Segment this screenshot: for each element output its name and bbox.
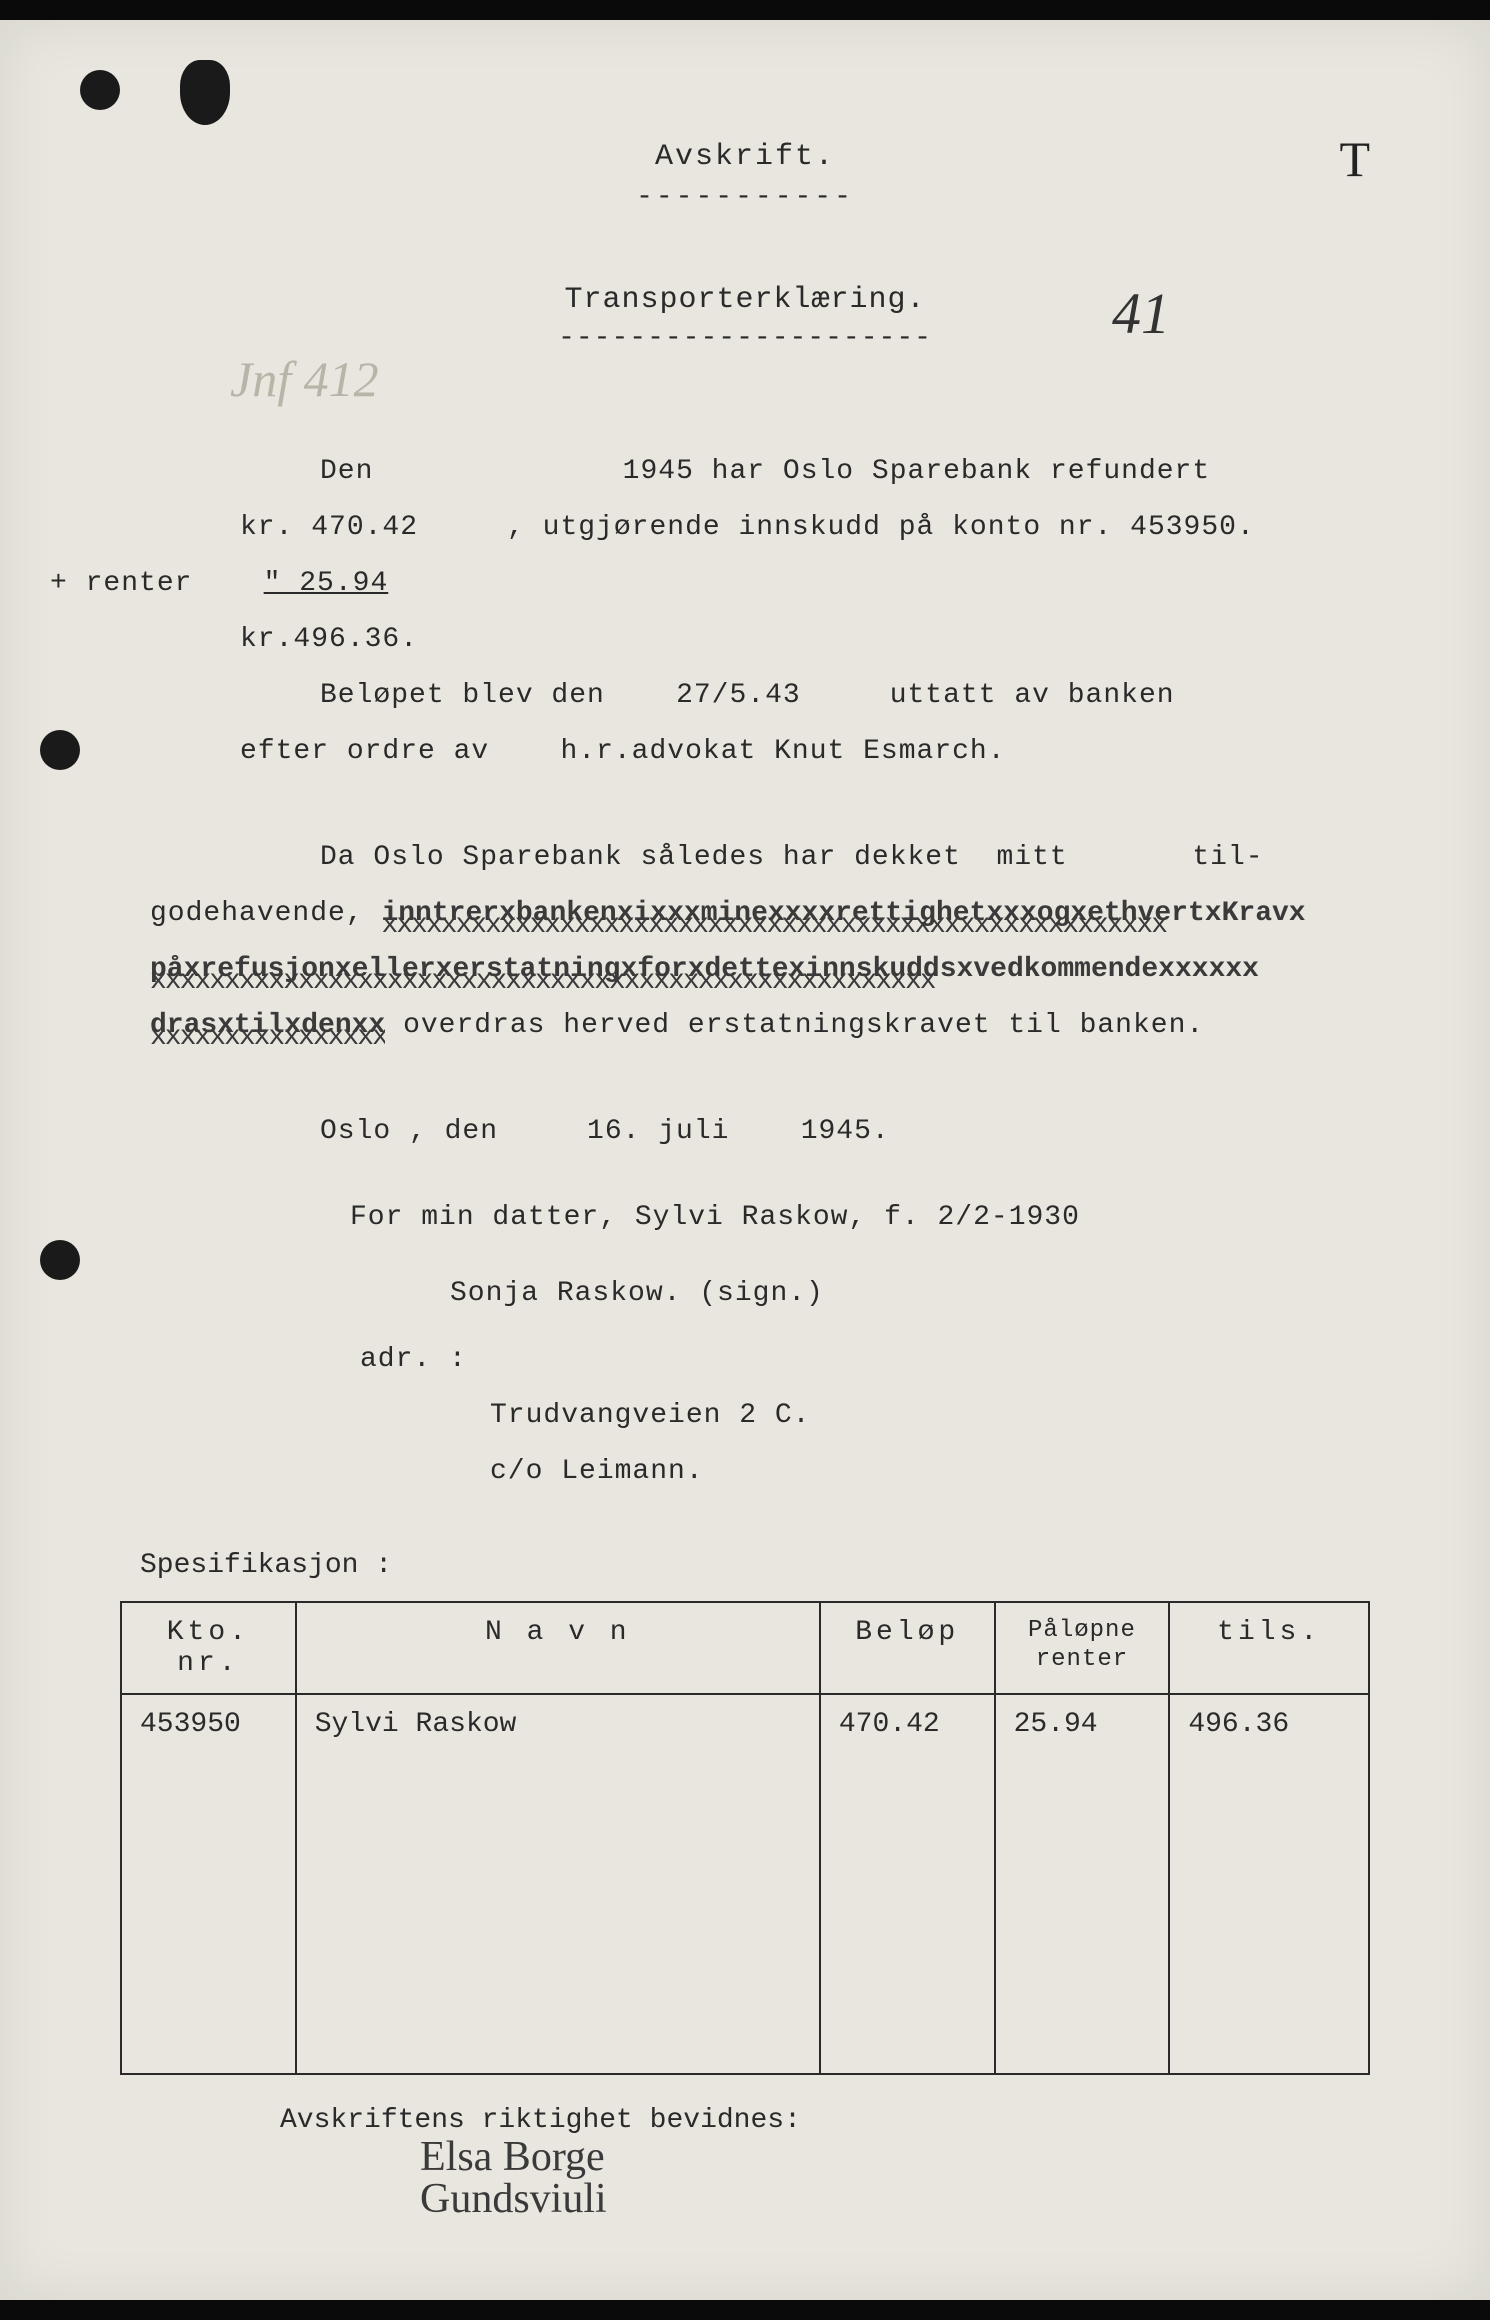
- handwritten-page-number: 41: [1112, 280, 1170, 347]
- col-belop: Beløp: [820, 1602, 995, 1694]
- text-line2b: , utgjørende innskudd på konto nr. 45395…: [507, 512, 1255, 543]
- renter-amount: " 25.94: [264, 568, 389, 599]
- cell-kto: 453950: [121, 1694, 296, 2074]
- para2-line2a: godehavende,: [150, 898, 364, 929]
- attestation-text: Avskriftens riktighet bevidnes:: [280, 2105, 1370, 2136]
- strikeout-2: påxrefusjonxellerxerstatningxforxdettexi…: [150, 954, 1259, 985]
- place-date-c: 1945.: [801, 1116, 890, 1147]
- attestation-signature-2: Gundsviuli: [420, 2178, 1370, 2220]
- document-page: T Avskrift. ----------- Transporterklæri…: [0, 20, 1490, 2300]
- text-line5b: h.r.advokat Knut Esmarch.: [560, 736, 1005, 767]
- cell-renter: 25.94: [995, 1694, 1170, 2074]
- body-content: Den 1945 har Oslo Sparebank refundert kr…: [120, 444, 1370, 1500]
- text-line2a: kr. 470.42: [240, 512, 418, 543]
- addr-line2: c/o Leimann.: [490, 1456, 704, 1487]
- text-line5a: efter ordre av: [240, 736, 489, 767]
- addr-line1: Trudvangveien 2 C.: [490, 1400, 810, 1431]
- para2-b: mitt: [997, 842, 1068, 873]
- faded-margin-note: Jnf 412: [230, 350, 379, 408]
- cell-belop: 470.42: [820, 1694, 995, 2074]
- punch-hole-top: [80, 70, 120, 110]
- text-line4c: uttatt av banken: [890, 680, 1175, 711]
- place-date-b: 16. juli: [587, 1116, 729, 1147]
- text-line4a: Beløpet blev den: [320, 680, 605, 711]
- text-line1b: 1945 har Oslo Sparebank refundert: [623, 456, 1211, 487]
- renter-label: + renter: [50, 568, 192, 599]
- specification-table: Kto. nr. N a v n Beløp Påløpne renter ti…: [120, 1601, 1370, 2075]
- para2-a: Da Oslo Sparebank således har dekket: [320, 842, 961, 873]
- text-line1a: Den: [320, 456, 373, 487]
- for-line: For min datter, Sylvi Raskow, f. 2/2-193…: [350, 1202, 1080, 1233]
- para2-end: overdras herved erstatningskravet til ba…: [403, 1010, 1204, 1041]
- col-tils: tils.: [1169, 1602, 1369, 1694]
- top-right-mark: T: [1339, 130, 1370, 188]
- cell-tils: 496.36: [1169, 1694, 1369, 2074]
- para2-c: til-: [1192, 842, 1263, 873]
- table-row: 453950 Sylvi Raskow 470.42 25.94 496.36: [121, 1694, 1369, 2074]
- strikeout-1: inntrerxbankenxixxxminexxxxrettighetxxxo…: [381, 898, 1305, 929]
- signer-name: Sonja Raskow. (sign.): [450, 1278, 824, 1309]
- addr-label: adr. :: [360, 1344, 467, 1375]
- specification-label: Spesifikasjon :: [140, 1550, 1370, 1581]
- place-date-a: Oslo , den: [320, 1116, 498, 1147]
- col-navn: N a v n: [296, 1602, 820, 1694]
- strikeout-3: drasxtilxdenxx: [150, 1010, 385, 1041]
- total-amount: kr.496.36.: [240, 624, 418, 655]
- punch-hole-low: [40, 1240, 80, 1280]
- attestation-signature-1: Elsa Borge: [420, 2136, 1370, 2178]
- text-line4b: 27/5.43: [676, 680, 801, 711]
- cell-navn: Sylvi Raskow: [296, 1694, 820, 2074]
- table-header-row: Kto. nr. N a v n Beløp Påløpne renter ti…: [121, 1602, 1369, 1694]
- punch-hole-mid: [40, 730, 80, 770]
- col-kto: Kto. nr.: [121, 1602, 296, 1694]
- header-subtitle: Transporterklæring.: [120, 283, 1370, 317]
- ink-blot: [180, 60, 230, 125]
- col-renter: Påløpne renter: [995, 1602, 1170, 1694]
- header-title-underline: -----------: [120, 182, 1370, 213]
- header-title: Avskrift.: [120, 140, 1370, 174]
